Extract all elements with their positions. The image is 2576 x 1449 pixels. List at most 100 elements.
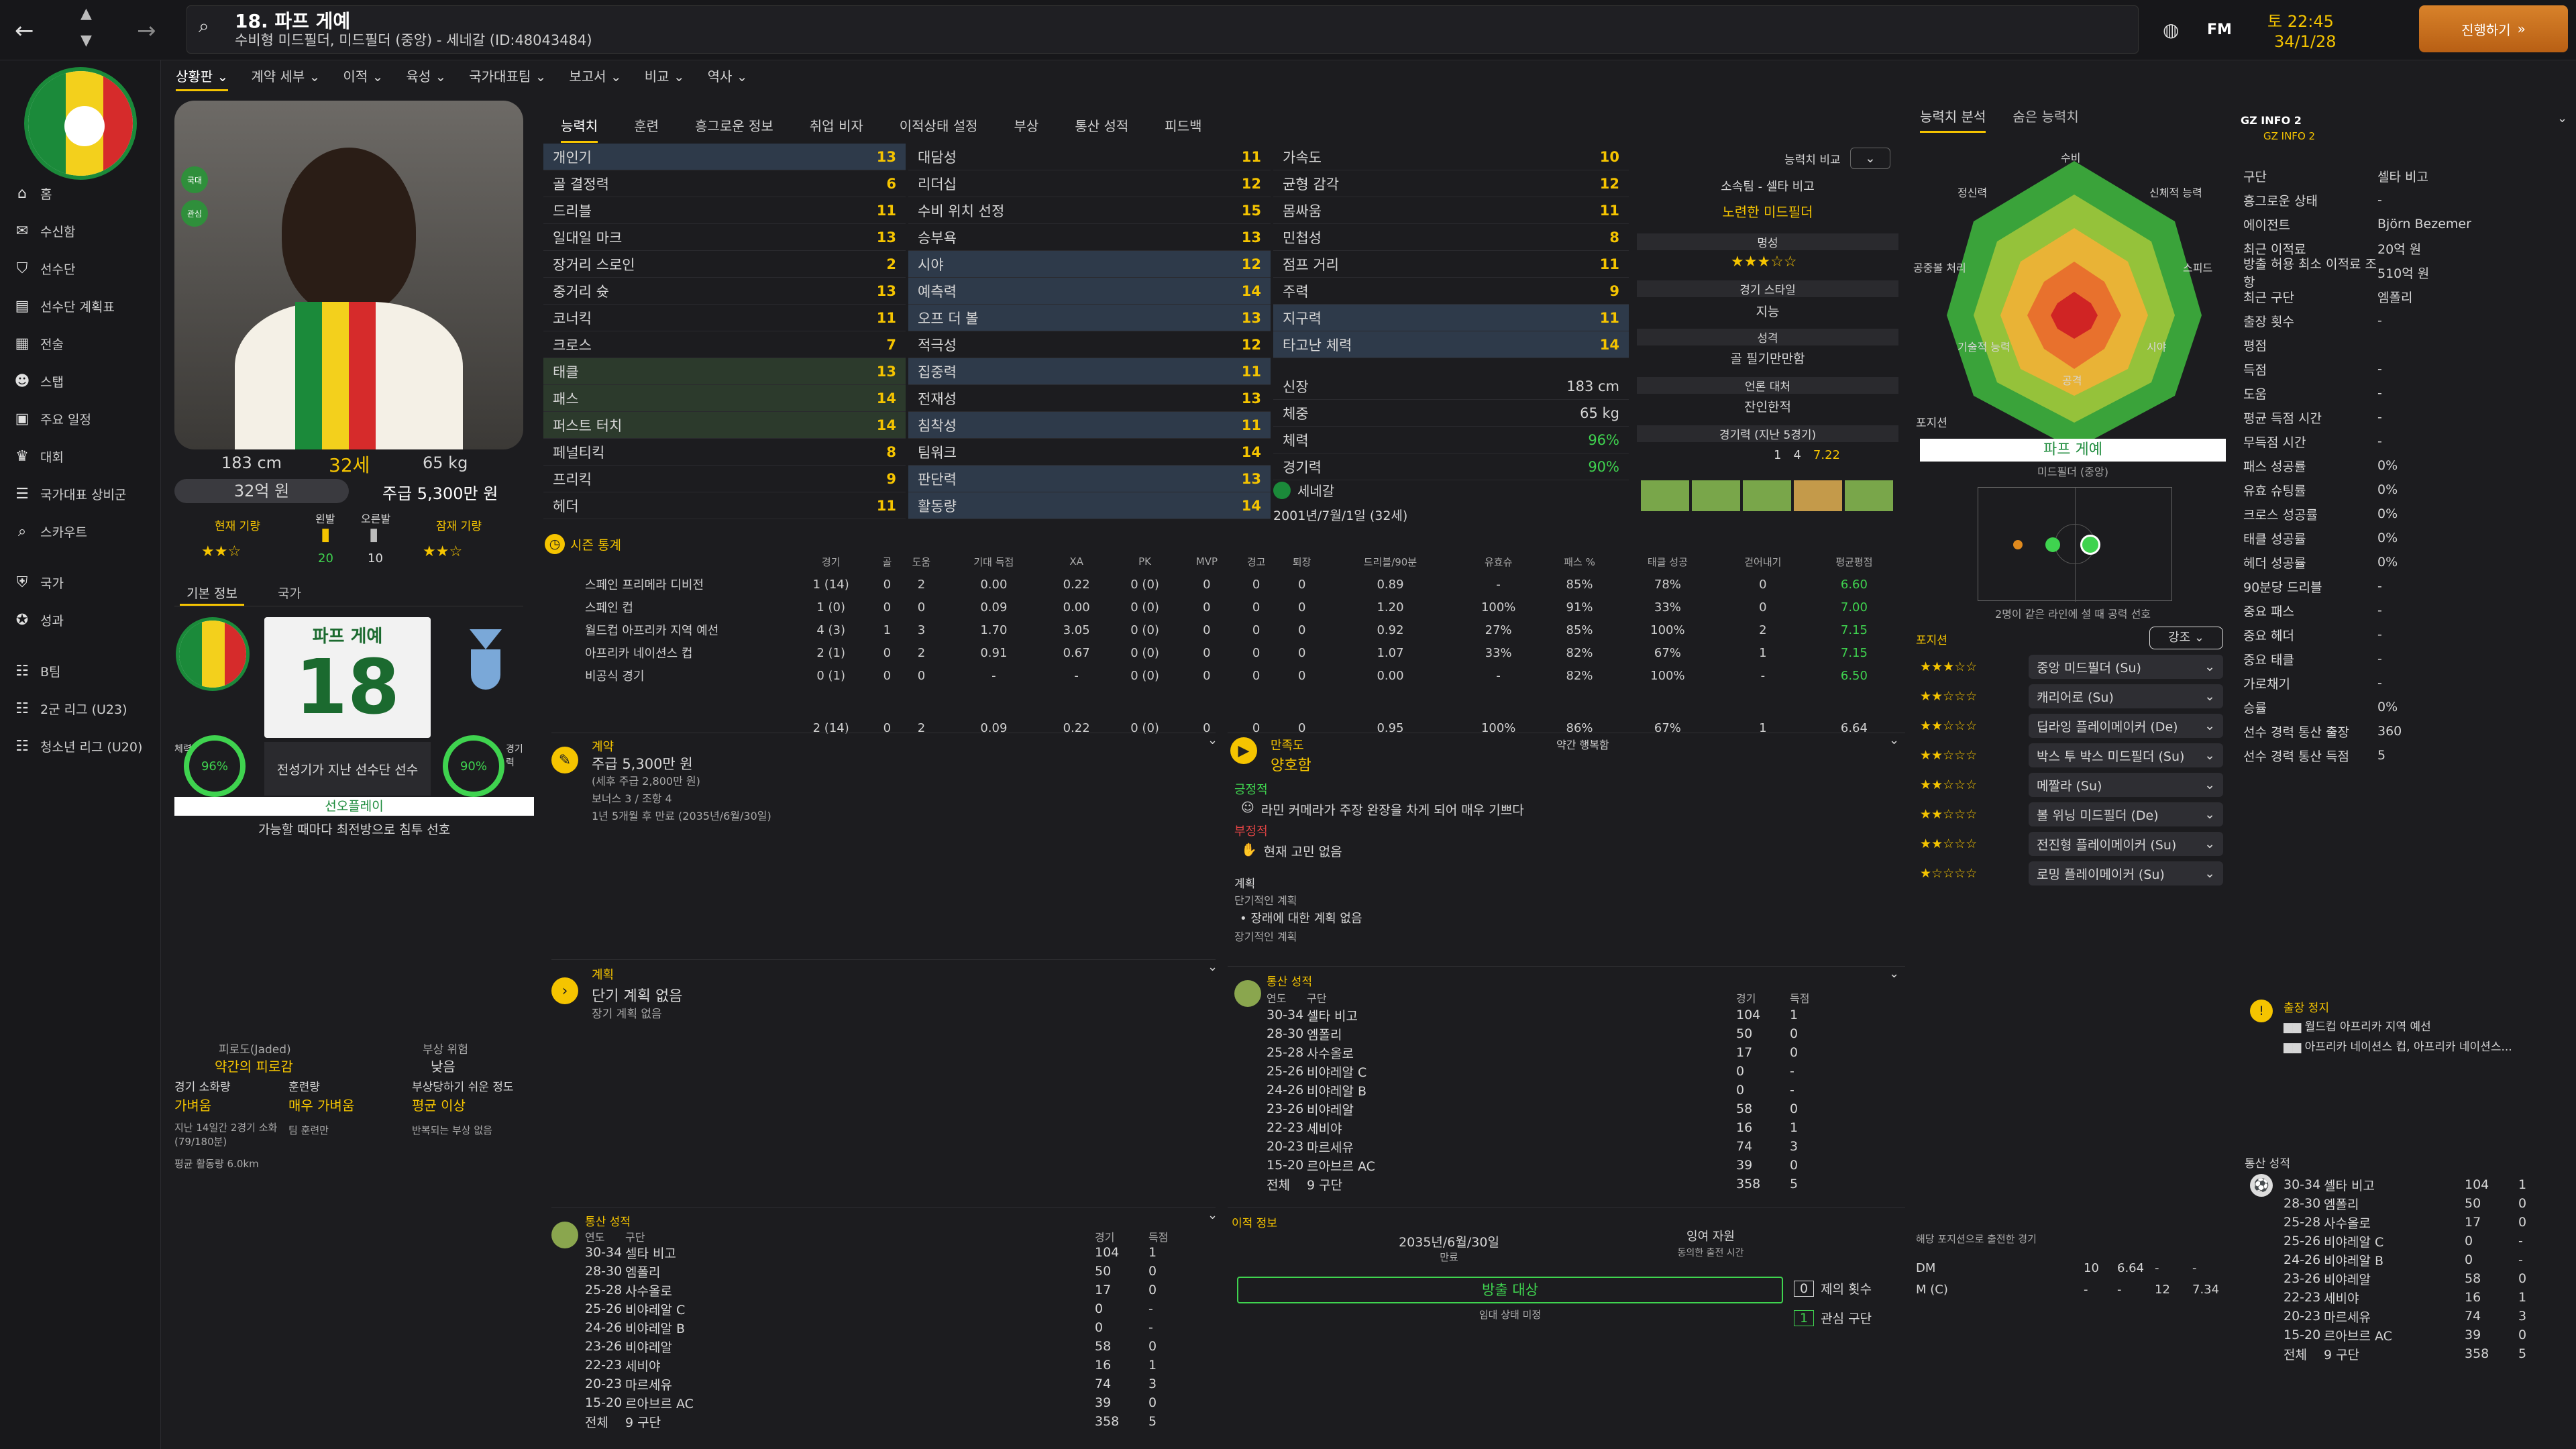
role-row[interactable]: ★★☆☆☆ 캐리어로 (Su) ⌄ <box>1920 682 2229 711</box>
stats-header-cell[interactable]: 경기 <box>821 555 841 568</box>
stats-header-cell[interactable]: 기대 득점 <box>973 555 1014 568</box>
sidebar-item-scouting[interactable]: ⌕ 스카우트 <box>0 513 161 550</box>
sidebar-item-squad[interactable]: ⛉ 선수단 <box>0 250 161 287</box>
search-bar[interactable] <box>186 5 2139 54</box>
menu-tab[interactable]: 보고서 ⌄ <box>569 68 622 85</box>
menu-tab[interactable]: 계약 세부 ⌄ <box>251 68 321 85</box>
chevron-down-icon[interactable]: ⌄ <box>2557 111 2568 125</box>
chevron-up-icon[interactable]: ▲ <box>80 5 92 22</box>
chevron-down-icon[interactable]: ▼ <box>80 32 92 49</box>
celta-crest[interactable] <box>470 623 503 690</box>
chevron-down-icon[interactable]: ⌄ <box>1889 733 1900 747</box>
career-row[interactable]: 23-26 비야레알 58 0 <box>1267 1099 1897 1118</box>
stats-header-cell[interactable]: 경고 <box>1246 555 1266 568</box>
plans-title[interactable]: 계획 <box>592 968 614 982</box>
stats-header-cell[interactable]: 유효슈 <box>1484 555 1513 568</box>
menu-tab[interactable]: 상황판 ⌄ <box>176 66 229 91</box>
sidebar-item-nation[interactable]: ⛨ 국가 <box>0 564 161 601</box>
transfer-title[interactable]: 이적 정보 <box>1232 1217 1277 1230</box>
role-row[interactable]: ★★★☆☆ 중앙 미드필더 (Su) ⌄ <box>1920 652 2229 682</box>
career-row[interactable]: 20-23 마르세유 74 3 <box>2284 1307 2565 1326</box>
stats-header-cell[interactable]: 드리블/90분 <box>1363 555 1417 568</box>
stats-header-cell[interactable]: 걷어내기 <box>1744 555 1782 568</box>
role-row[interactable]: ★☆☆☆☆ 로밍 플레이메이커 (Su) ⌄ <box>1920 859 2229 888</box>
career-row[interactable]: 22-23 세비야 16 1 <box>585 1356 1189 1375</box>
stats-header-cell[interactable]: MVP <box>1195 555 1218 568</box>
stats-header-cell[interactable]: 퇴장 <box>1292 555 1311 568</box>
happiness-title[interactable]: 만족도 <box>1271 739 1304 753</box>
career-row[interactable]: 25-26 비야레알 C 0 - <box>1267 1062 1897 1081</box>
stats-header-cell[interactable]: 태클 성공 <box>1647 555 1688 568</box>
globe-icon[interactable]: ◍ <box>2163 19 2180 41</box>
career-row[interactable]: 25-28 사수올로 17 0 <box>1267 1043 1897 1062</box>
gz-subtitle[interactable]: GZ INFO 2 <box>2263 130 2316 142</box>
career-row[interactable]: 30-34 셀타 비고 104 1 <box>2284 1175 2565 1194</box>
role-bar[interactable]: 선오플레이 <box>174 797 534 816</box>
career-mid-title[interactable]: 통산 성적 <box>1267 975 1312 989</box>
sidebar-item-schedule[interactable]: ▣ 주요 일정 <box>0 400 161 437</box>
sidebar-item-achievements[interactable]: ✪ 성과 <box>0 601 161 639</box>
menu-tab[interactable]: 국가대표팀 ⌄ <box>469 68 547 85</box>
sidebar-item-tactics[interactable]: ▦ 전술 <box>0 325 161 362</box>
stats-row[interactable]: 스페인 컵 1 (0) 0 0 0.09 0.00 0 (0) 0 0 0 1.20 100% 91% 3… <box>545 596 1900 619</box>
role-dropdown[interactable]: 중앙 미드필더 (Su) ⌄ <box>2029 655 2223 679</box>
club-crest[interactable] <box>24 67 137 180</box>
career-row[interactable]: 15-20 르아브르 AC 39 0 <box>2284 1326 2565 1344</box>
career-row[interactable]: 30-34 셀타 비고 104 1 <box>585 1243 1189 1262</box>
menu-tab[interactable]: 이적 ⌄ <box>343 68 384 85</box>
back-icon[interactable]: ← <box>15 17 34 44</box>
chevron-down-icon[interactable]: ⌄ <box>1208 1208 1218 1222</box>
career-row[interactable]: 22-23 세비야 16 1 <box>2284 1288 2565 1307</box>
sidebar-item-b-team[interactable]: ☷ B팀 <box>0 652 161 690</box>
attr-tab[interactable]: 능력치 <box>561 118 598 143</box>
continue-button[interactable]: 진행하기 » <box>2419 5 2568 52</box>
role-row[interactable]: ★★☆☆☆ 박스 투 박스 미드필더 (Su) ⌄ <box>1920 741 2229 770</box>
career-row[interactable]: 20-23 마르세유 74 3 <box>1267 1137 1897 1156</box>
career-row[interactable]: 24-26 비야레알 B 0 - <box>1267 1081 1897 1099</box>
role-row[interactable]: ★★☆☆☆ 볼 위닝 미드필더 (De) ⌄ <box>1920 800 2229 829</box>
menu-tab[interactable]: 비교 ⌄ <box>644 68 685 85</box>
tab-attribute-analysis[interactable]: 능력치 분석 <box>1920 106 1986 133</box>
chevron-down-icon[interactable]: ⌄ <box>1208 960 1218 974</box>
season-stats-header[interactable]: ◷ 시즌 통계 <box>545 534 621 554</box>
career-row[interactable]: 25-28 사수올로 17 0 <box>585 1281 1189 1299</box>
role-dropdown[interactable]: 박스 투 박스 미드필더 (Su) ⌄ <box>2029 743 2223 767</box>
career-row[interactable]: 15-20 르아브르 AC 39 0 <box>585 1393 1189 1412</box>
role-row[interactable]: ★★☆☆☆ 전진형 플레이메이커 (Su) ⌄ <box>1920 829 2229 859</box>
tab-nation[interactable]: 국가 <box>277 586 301 601</box>
sidebar-item-u23[interactable]: ☷ 2군 리그 (U23) <box>0 690 161 727</box>
role-dropdown[interactable]: 캐리어로 (Su) ⌄ <box>2029 684 2223 708</box>
role-dropdown[interactable]: 로밍 플레이메이커 (Su) ⌄ <box>2029 861 2223 885</box>
role-dropdown[interactable]: 전진형 플레이메이커 (Su) ⌄ <box>2029 832 2223 856</box>
career-row[interactable]: 23-26 비야레알 58 0 <box>585 1337 1189 1356</box>
attr-tab[interactable]: 훈련 <box>634 118 659 134</box>
menu-tab[interactable]: 육성 ⌄ <box>406 68 447 85</box>
attr-tab[interactable]: 부상 <box>1014 118 1039 134</box>
search-icon[interactable]: ⌕ <box>199 15 209 37</box>
role-dropdown[interactable]: 볼 위닝 미드필더 (De) ⌄ <box>2029 802 2223 826</box>
career-row[interactable]: 25-26 비야레알 C 0 - <box>2284 1232 2565 1250</box>
career-row[interactable]: 25-28 사수올로 17 0 <box>2284 1213 2565 1232</box>
highlight-button[interactable]: 강조 ⌄ <box>2149 627 2223 649</box>
career-row[interactable]: 28-30 엠폴리 50 0 <box>1267 1024 1897 1043</box>
stats-row[interactable]: 비공식 경기 0 (1) 0 0 - - 0 (0) 0 0 0 0.00 - 82% 100% - 6.50 <box>545 664 1900 687</box>
stats-header-cell[interactable]: PK <box>1138 555 1152 568</box>
sidebar-item-competitions[interactable]: ♛ 대회 <box>0 437 161 475</box>
career-row[interactable]: 23-26 비야레알 58 0 <box>2284 1269 2565 1288</box>
sidebar-item-national-pool[interactable]: ☰ 국가대표 상비군 <box>0 475 161 513</box>
sidebar-item-staff[interactable]: ☻ 스탭 <box>14 372 64 390</box>
listed-button[interactable]: 방출 대상 <box>1237 1277 1783 1303</box>
stats-row[interactable]: 월드컵 아프리카 지역 예선 4 (3) 1 3 1.70 3.05 0 (0) 0 0 0 0.9… <box>545 619 1900 641</box>
attr-tab[interactable]: 통산 성적 <box>1075 118 1129 134</box>
club-crest-small[interactable] <box>176 617 250 691</box>
forward-icon[interactable]: → <box>137 17 156 44</box>
date-time[interactable]: 토 22:45 <box>2267 12 2334 31</box>
stats-row[interactable]: 아프리카 네이션스 컵 2 (1) 0 2 0.91 0.67 0 (0) 0 0 0 1.07 33… <box>545 641 1900 664</box>
career-row[interactable]: 22-23 세비야 16 1 <box>1267 1118 1897 1137</box>
stats-header-cell[interactable]: 도움 <box>912 555 931 568</box>
attr-tab[interactable]: 취업 비자 <box>809 118 863 134</box>
contract-title[interactable]: 계약 <box>592 740 614 754</box>
role-row[interactable]: ★★☆☆☆ 딥라잉 플레이메이커 (De) ⌄ <box>1920 711 2229 741</box>
career-row[interactable]: 24-26 비야레알 B 0 - <box>2284 1250 2565 1269</box>
roles-title[interactable]: 포지션 <box>1916 634 1947 647</box>
